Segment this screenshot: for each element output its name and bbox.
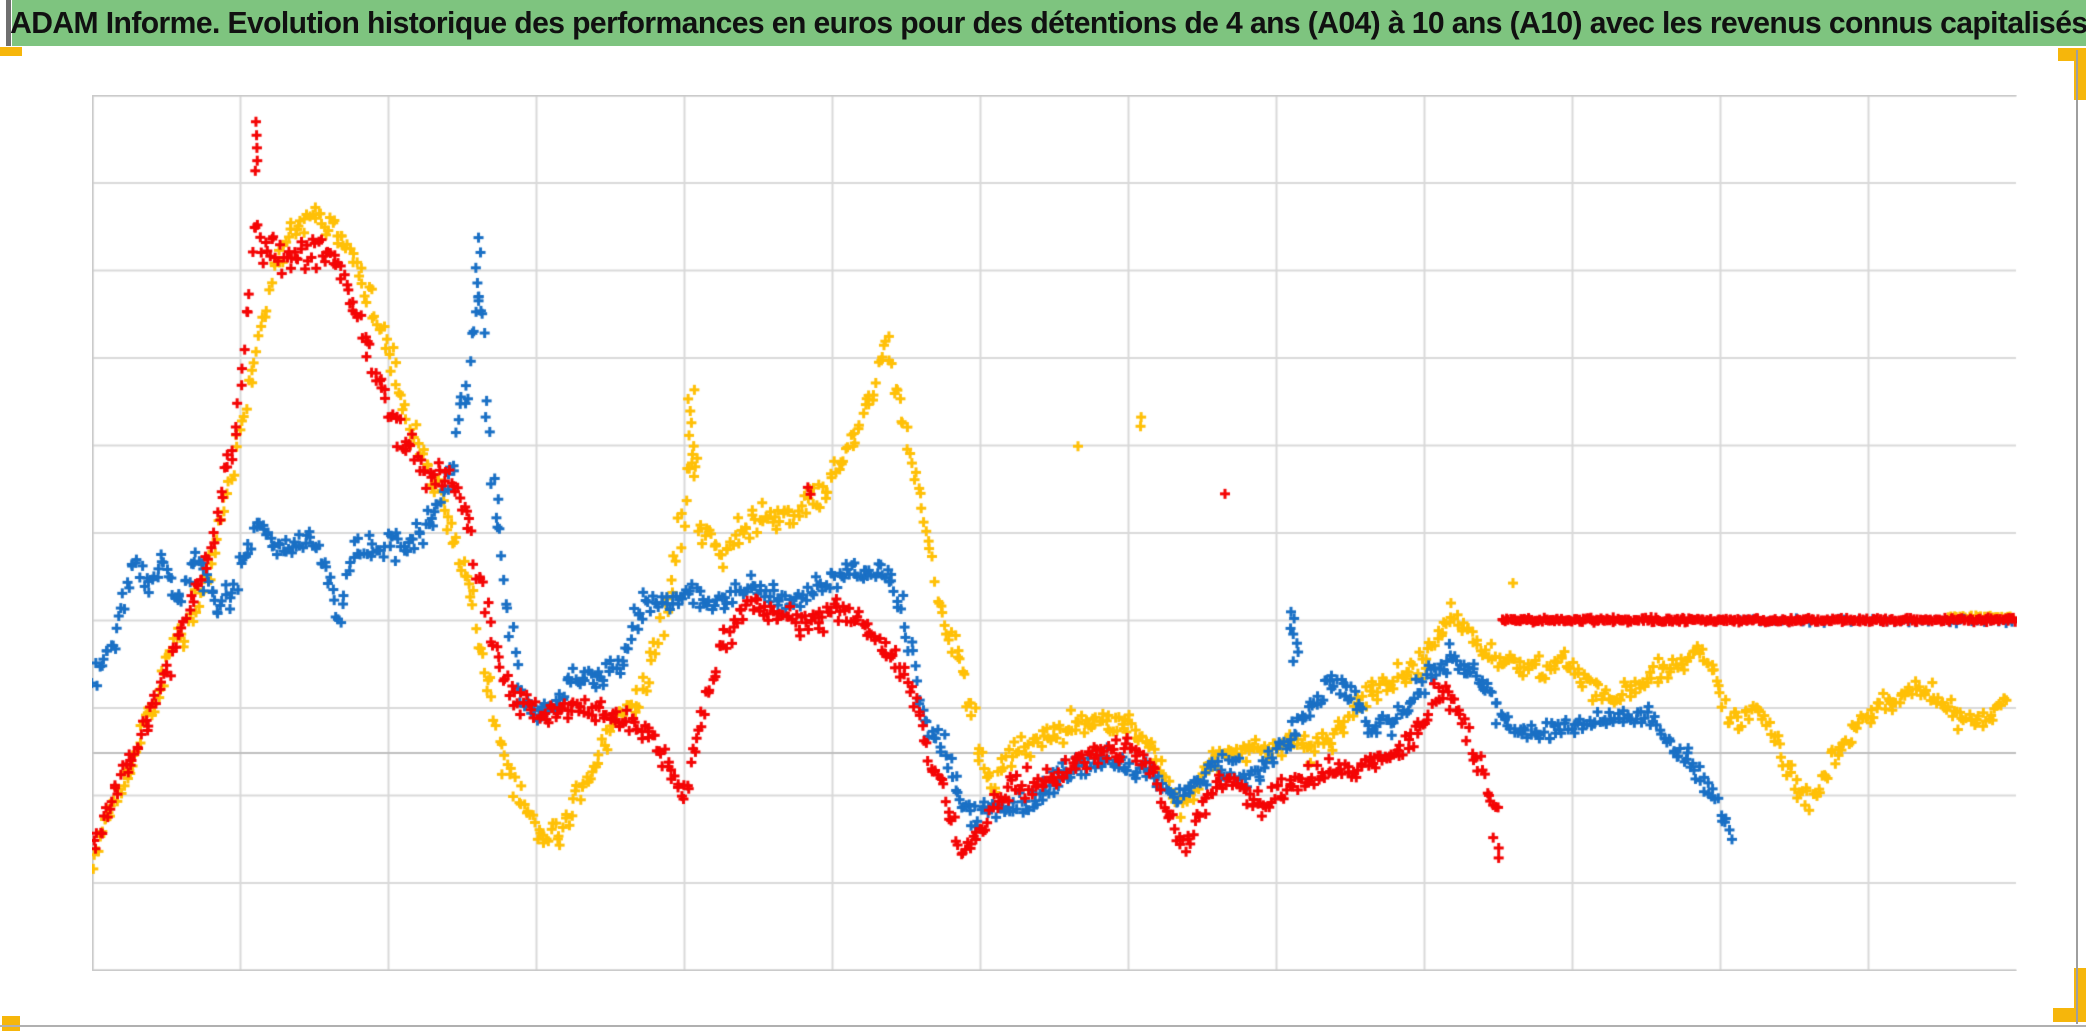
corner-marker-top-left <box>0 47 22 56</box>
chart-title: ADAM Informe. Evolution historique des p… <box>10 5 2086 40</box>
corner-marker-bottom-left <box>2 1016 20 1031</box>
corner-marker-bottom-right-h <box>2053 1008 2086 1022</box>
bottom-horizontal-rule <box>0 1025 2086 1027</box>
chart-title-bar: ADAM Informe. Evolution historique des p… <box>10 0 2086 46</box>
chart-plot-area <box>92 95 2017 971</box>
left-edge-strip <box>6 0 11 46</box>
right-vertical-rule <box>2076 50 2078 1024</box>
performance-scatter-canvas <box>92 95 2017 971</box>
